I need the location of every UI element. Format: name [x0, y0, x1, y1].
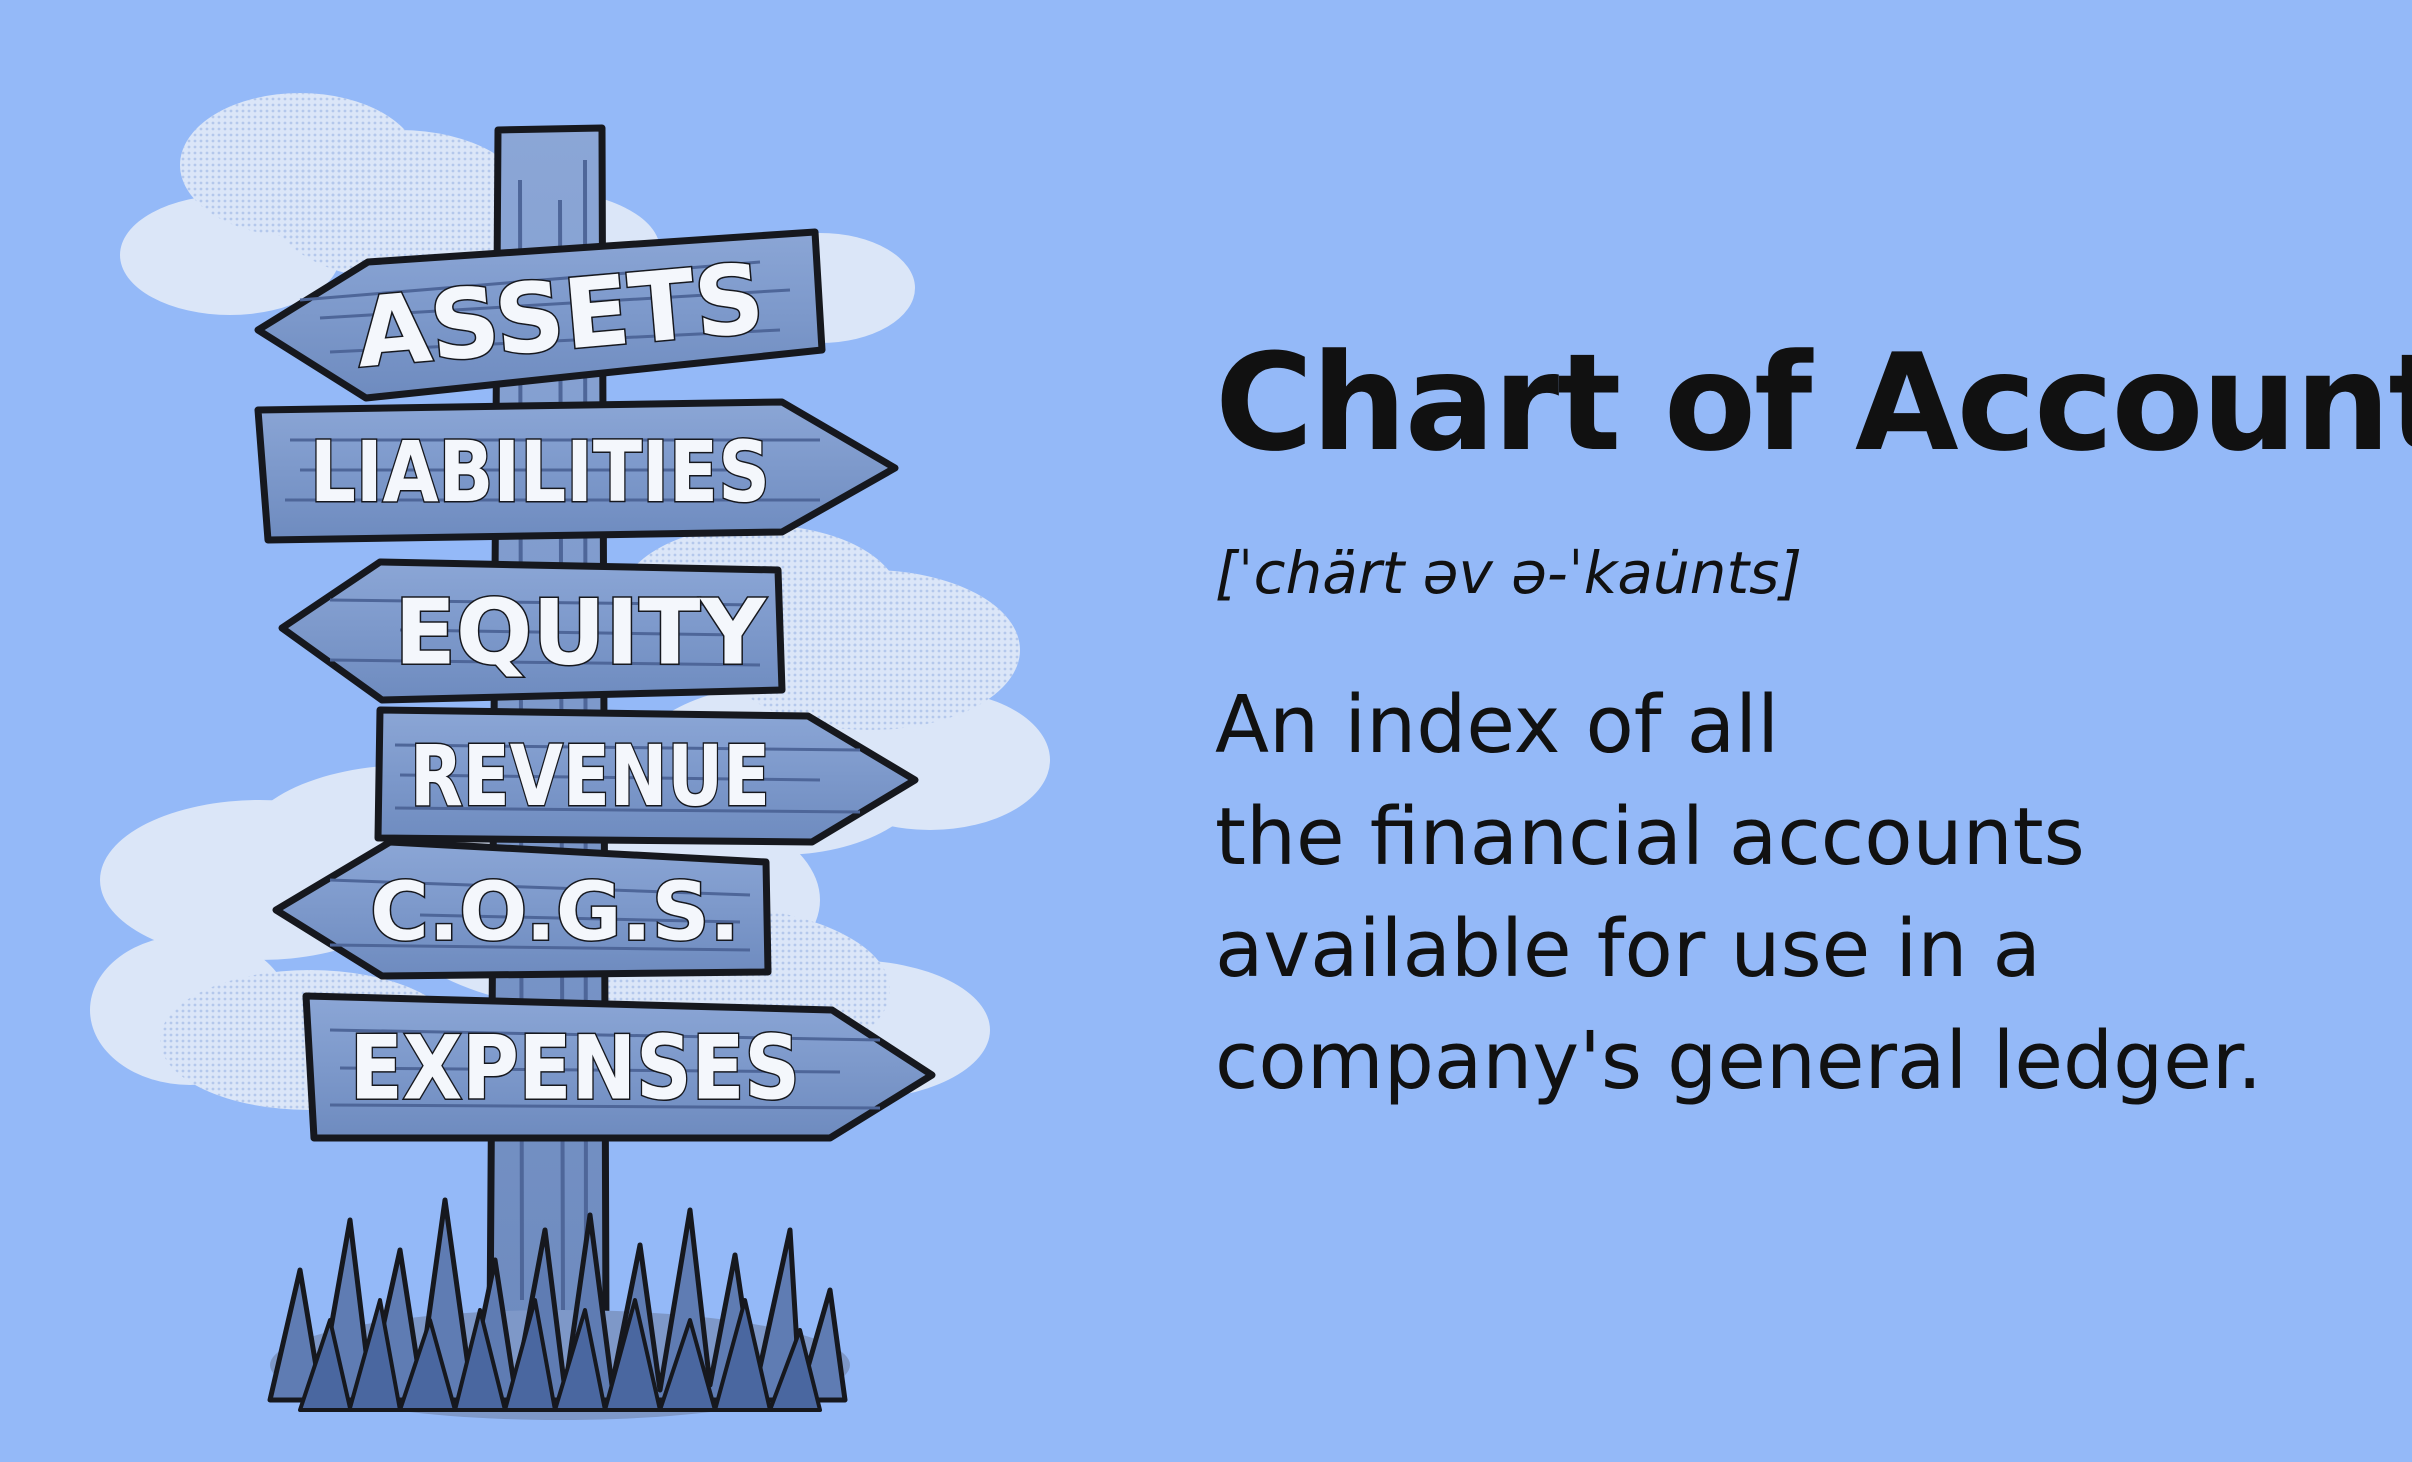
- definition-line: the financial accounts: [1215, 791, 2085, 884]
- sign-expenses: EXPENSES: [302, 992, 936, 1142]
- sign-equity: EQUITY: [278, 558, 786, 704]
- term-title: Chart of Accounts: [1215, 325, 2412, 481]
- sign-label-cogs: C.O.G.S.: [370, 866, 740, 959]
- grass-tuft: [267, 1197, 850, 1420]
- sign-label-expenses: EXPENSES: [350, 1017, 800, 1120]
- sign-label-liabilities: LIABILITIES: [310, 423, 770, 521]
- sign-assets: ASSETS: [254, 228, 826, 402]
- definition-line: An index of all: [1215, 679, 1780, 772]
- signpost-illustration: ASSETS LIABILITIES EQUITY REVENUE C.O.G.…: [90, 93, 1050, 1420]
- sign-revenue: REVENUE: [374, 706, 919, 846]
- definition-text: An index of all the financial accounts a…: [1215, 669, 2365, 1117]
- sign-liabilities: LIABILITIES: [254, 398, 899, 544]
- sign-label-revenue: REVENUE: [410, 727, 770, 825]
- definition-line: company's general ledger.: [1215, 1015, 2263, 1108]
- definition-line: available for use in a: [1215, 903, 2041, 996]
- pronunciation: [ˈchärt əv ə-ˈkau̇nts]: [1215, 539, 1803, 608]
- sign-cogs: C.O.G.S.: [272, 838, 772, 980]
- sign-label-equity: EQUITY: [394, 581, 767, 686]
- definition-panel: Chart of Accounts [ˈchärt əv ə-ˈkau̇nts]…: [1215, 325, 2412, 1117]
